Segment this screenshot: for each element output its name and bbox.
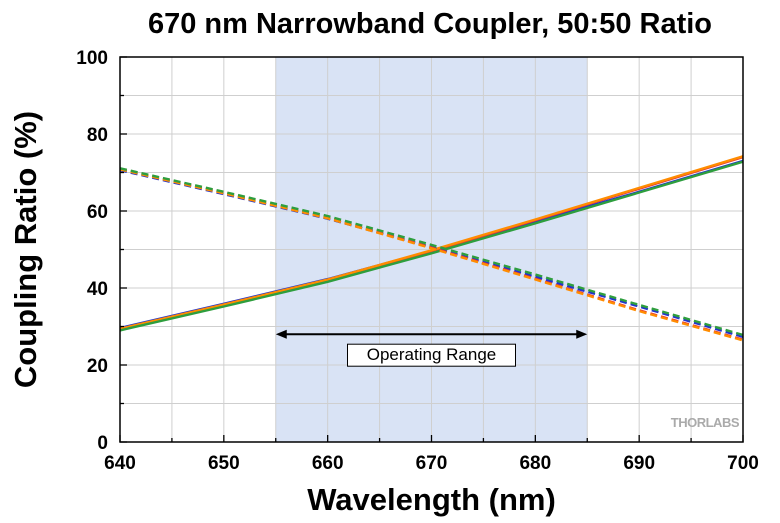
series-line-7 (119, 168, 744, 342)
series-line-8 (119, 167, 744, 337)
y-tick-label: 60 (87, 202, 108, 223)
x-tick-label: 660 (312, 453, 344, 474)
x-tick-label: 690 (623, 453, 655, 474)
x-axis-label: Wavelength (nm) (307, 482, 556, 517)
y-tick-label: 20 (87, 356, 108, 377)
grid (120, 57, 743, 442)
y-tick-label: 80 (87, 125, 108, 146)
thorlabs-watermark: THORLABS (671, 415, 740, 430)
y-tick-label: 40 (87, 279, 108, 300)
x-tick-label: 700 (727, 453, 759, 474)
series-line-4 (119, 160, 744, 332)
arrow-head-left (275, 329, 287, 339)
x-tick-label: 670 (416, 453, 448, 474)
operating-range-label: Operating Range (367, 345, 496, 364)
x-tick-label: 650 (208, 453, 240, 474)
arrow-head-right (576, 329, 588, 339)
x-tick-label: 640 (104, 453, 136, 474)
x-tick-label: 680 (519, 453, 551, 474)
operating-range-box (347, 343, 516, 367)
annotation: Operating Range (275, 329, 588, 367)
y-tick-label: 0 (97, 433, 108, 454)
y-axis-label: Coupling Ratio (%) (8, 111, 43, 388)
y-tick-label: 100 (76, 48, 108, 69)
chart-title: 670 nm Narrowband Coupler, 50:50 Ratio (148, 8, 712, 40)
series-line-3 (119, 155, 744, 330)
